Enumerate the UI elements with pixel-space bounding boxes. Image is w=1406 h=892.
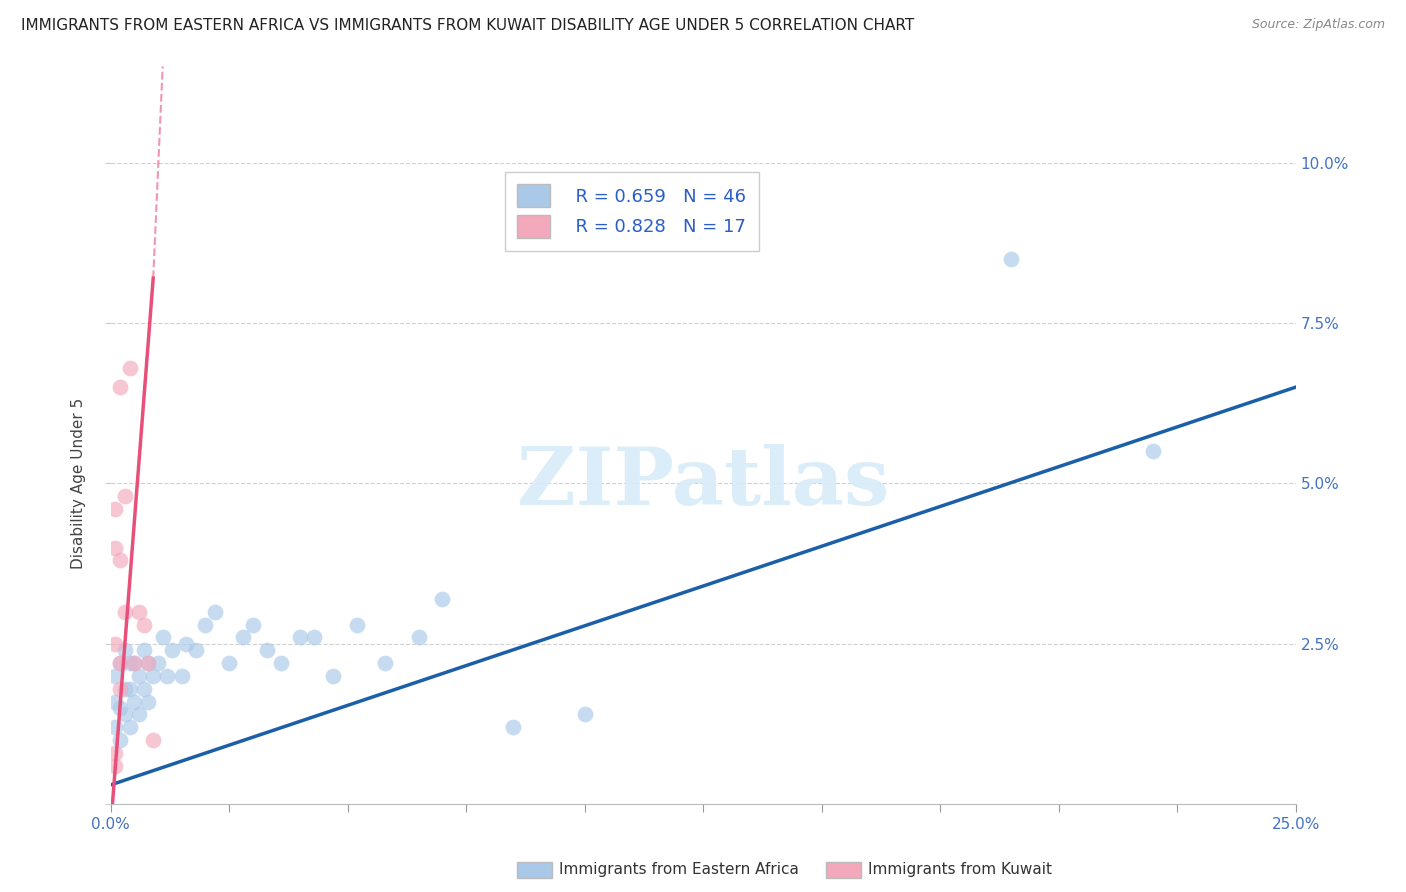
Point xyxy=(1000,252,1022,266)
Point xyxy=(146,656,169,670)
Point xyxy=(322,669,344,683)
Point xyxy=(108,681,131,696)
Point xyxy=(104,758,127,772)
Point xyxy=(122,656,145,670)
Point xyxy=(104,694,127,708)
Point xyxy=(242,617,264,632)
Point xyxy=(104,669,127,683)
Point xyxy=(156,669,179,683)
Point xyxy=(160,643,183,657)
Text: Immigrants from Kuwait: Immigrants from Kuwait xyxy=(868,863,1052,877)
Point xyxy=(108,553,131,567)
Text: IMMIGRANTS FROM EASTERN AFRICA VS IMMIGRANTS FROM KUWAIT DISABILITY AGE UNDER 5 : IMMIGRANTS FROM EASTERN AFRICA VS IMMIGR… xyxy=(21,18,914,33)
Legend:   R = 0.659   N = 46,   R = 0.828   N = 17: R = 0.659 N = 46, R = 0.828 N = 17 xyxy=(505,171,759,251)
Point xyxy=(138,694,160,708)
Point xyxy=(218,656,240,670)
Point xyxy=(304,631,326,645)
Point xyxy=(184,643,207,657)
Point xyxy=(170,669,193,683)
Point xyxy=(108,733,131,747)
Point xyxy=(122,694,145,708)
Y-axis label: Disability Age Under 5: Disability Age Under 5 xyxy=(72,398,86,569)
Point xyxy=(122,656,145,670)
Point xyxy=(104,746,127,760)
Point xyxy=(118,360,141,375)
Point xyxy=(204,605,226,619)
Point xyxy=(374,656,396,670)
Point xyxy=(1142,444,1164,458)
Point xyxy=(176,637,198,651)
Point xyxy=(108,656,131,670)
Point xyxy=(288,631,311,645)
Point xyxy=(346,617,368,632)
Text: Immigrants from Eastern Africa: Immigrants from Eastern Africa xyxy=(560,863,799,877)
Point xyxy=(108,656,131,670)
Point xyxy=(114,489,136,503)
Point xyxy=(408,631,430,645)
Point xyxy=(114,707,136,722)
Point xyxy=(142,669,165,683)
Point xyxy=(232,631,254,645)
Point xyxy=(128,605,150,619)
Point xyxy=(432,591,454,606)
Point xyxy=(104,502,127,516)
Point xyxy=(118,720,141,734)
Point xyxy=(128,707,150,722)
Point xyxy=(108,380,131,394)
Point xyxy=(194,617,217,632)
Point xyxy=(574,707,596,722)
Point xyxy=(114,605,136,619)
Point xyxy=(256,643,278,657)
Point xyxy=(104,720,127,734)
Point xyxy=(114,643,136,657)
Point xyxy=(132,681,155,696)
Point xyxy=(118,656,141,670)
Point xyxy=(270,656,292,670)
Text: Source: ZipAtlas.com: Source: ZipAtlas.com xyxy=(1251,18,1385,31)
Point xyxy=(138,656,160,670)
Point xyxy=(138,656,160,670)
Point xyxy=(108,701,131,715)
Text: ZIPatlas: ZIPatlas xyxy=(517,444,889,523)
Point xyxy=(104,541,127,555)
Point xyxy=(114,681,136,696)
Point xyxy=(502,720,524,734)
Point xyxy=(132,617,155,632)
Point xyxy=(152,631,174,645)
Point xyxy=(132,643,155,657)
Point xyxy=(128,669,150,683)
Point xyxy=(104,637,127,651)
Point xyxy=(118,681,141,696)
Point xyxy=(142,733,165,747)
